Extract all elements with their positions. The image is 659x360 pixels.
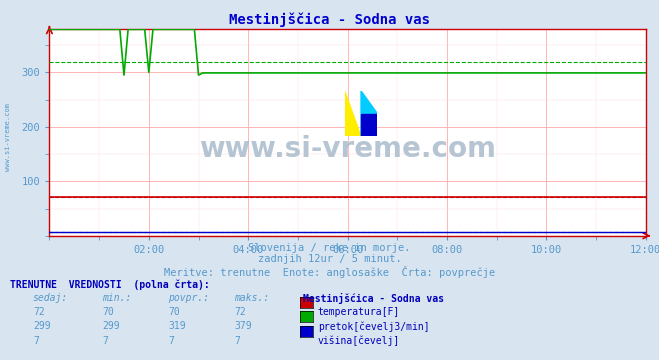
Text: 70: 70: [168, 307, 180, 317]
Text: 299: 299: [102, 321, 120, 331]
Text: 299: 299: [33, 321, 51, 331]
Text: temperatura[F]: temperatura[F]: [318, 307, 400, 317]
Text: 72: 72: [234, 307, 246, 317]
Text: 7: 7: [168, 336, 174, 346]
Text: 7: 7: [33, 336, 39, 346]
Text: sedaj:: sedaj:: [33, 293, 68, 303]
Text: pretok[čevelj3/min]: pretok[čevelj3/min]: [318, 321, 429, 332]
Bar: [361, 114, 378, 136]
Text: višina[čevelj]: višina[čevelj]: [318, 336, 400, 346]
Text: zadnjih 12ur / 5 minut.: zadnjih 12ur / 5 minut.: [258, 254, 401, 264]
Text: www.si-vreme.com: www.si-vreme.com: [199, 135, 496, 163]
Text: Meritve: trenutne  Enote: anglosaške  Črta: povprečje: Meritve: trenutne Enote: anglosaške Črta…: [164, 266, 495, 278]
Text: TRENUTNE  VREDNOSTI  (polna črta):: TRENUTNE VREDNOSTI (polna črta):: [10, 279, 210, 289]
Text: 7: 7: [102, 336, 108, 346]
Polygon shape: [345, 91, 361, 136]
Text: 70: 70: [102, 307, 114, 317]
Text: www.si-vreme.com: www.si-vreme.com: [5, 103, 11, 171]
Text: povpr.:: povpr.:: [168, 293, 209, 303]
Polygon shape: [361, 91, 378, 136]
Text: min.:: min.:: [102, 293, 132, 303]
Text: Mestinjščica - Sodna vas: Mestinjščica - Sodna vas: [229, 13, 430, 27]
Text: 319: 319: [168, 321, 186, 331]
Text: 72: 72: [33, 307, 45, 317]
Text: 379: 379: [234, 321, 252, 331]
Text: Slovenija / reke in morje.: Slovenija / reke in morje.: [248, 243, 411, 253]
Text: Mestinjšćica - Sodna vas: Mestinjšćica - Sodna vas: [303, 293, 444, 305]
Text: 7: 7: [234, 336, 240, 346]
Text: maks.:: maks.:: [234, 293, 269, 303]
